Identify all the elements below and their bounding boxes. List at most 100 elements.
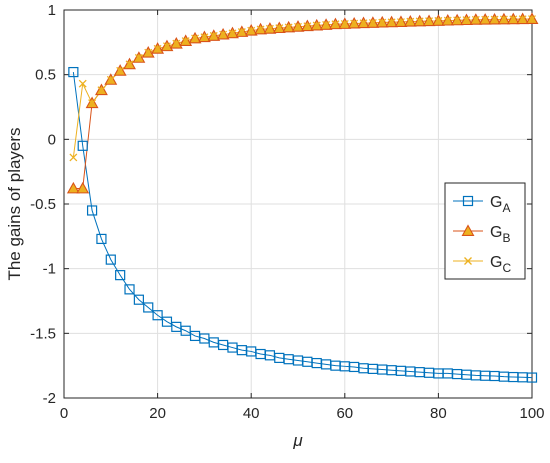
y-tick-label: -2: [43, 390, 56, 407]
data-point: [256, 25, 265, 34]
marker-stroke: [359, 19, 368, 28]
data-point: [133, 294, 144, 305]
data-point: [106, 75, 115, 84]
data-point: [322, 20, 331, 29]
data-point: [509, 15, 518, 24]
marker-stroke: [78, 79, 87, 88]
data-point: [526, 372, 538, 383]
marker-stroke: [378, 18, 387, 27]
marker-stroke: [209, 31, 218, 40]
marker-stroke: [443, 16, 452, 25]
marker-stroke: [471, 15, 480, 24]
x-tick-label: 60: [336, 405, 353, 422]
data-point: [275, 24, 284, 33]
data-point: [86, 205, 98, 216]
data-point: [247, 26, 256, 35]
data-point: [163, 42, 171, 51]
marker-stroke: [415, 17, 424, 26]
legend-item-a: GA: [453, 194, 510, 215]
marker-stroke: [322, 20, 331, 29]
y-tick-label: 1: [48, 2, 56, 19]
data-point: [471, 15, 480, 24]
legend-marker: [462, 195, 474, 207]
data-point: [359, 19, 368, 28]
legend-item-c: GC: [453, 254, 511, 275]
data-point: [78, 79, 87, 88]
marker-stroke: [181, 37, 190, 45]
data-point: [397, 18, 405, 26]
marker-stroke: [331, 20, 340, 29]
data-point: [172, 39, 181, 48]
marker-stroke: [294, 22, 302, 31]
data-point: [265, 24, 274, 33]
x-tick-label: 80: [430, 405, 447, 422]
data-point: [144, 48, 153, 57]
data-point: [180, 325, 191, 336]
marker-stroke: [518, 15, 527, 24]
data-point: [415, 17, 424, 26]
data-point: [528, 15, 536, 24]
data-point: [96, 233, 107, 245]
x-tick-label: 100: [519, 405, 544, 422]
data-point: [340, 20, 349, 28]
marker-stroke: [490, 15, 499, 24]
data-point: [88, 99, 97, 108]
data-point: [406, 17, 415, 26]
marker-stroke: [116, 66, 125, 75]
y-tick-label: -0.5: [30, 196, 56, 213]
legend: GA GB GC: [444, 182, 526, 280]
marker-stroke: [134, 53, 143, 62]
x-axis-label: μ: [292, 431, 303, 450]
marker-stroke: [265, 24, 274, 33]
y-tick-label: 0.5: [35, 67, 56, 84]
data-point: [77, 140, 88, 151]
marker-stroke: [284, 23, 293, 32]
data-point: [462, 16, 471, 25]
marker-stroke: [256, 25, 265, 34]
marker-stroke: [228, 29, 237, 38]
marker-stroke: [464, 257, 472, 265]
data-point: [66, 181, 80, 194]
marker-stroke: [88, 99, 97, 108]
data-point: [69, 153, 78, 162]
marker-stroke: [275, 24, 284, 33]
data-point: [209, 31, 218, 40]
marker-stroke: [453, 16, 462, 25]
data-point: [368, 18, 377, 27]
data-point: [124, 284, 135, 295]
data-point: [312, 21, 321, 30]
x-tick-label: 40: [243, 405, 260, 422]
marker-stroke: [200, 33, 209, 42]
data-point: [294, 22, 302, 31]
data-point: [303, 22, 312, 31]
marker-stroke: [528, 15, 536, 24]
marker-stroke: [125, 60, 134, 69]
data-point: [116, 66, 125, 75]
data-point: [499, 15, 508, 24]
data-point: [228, 29, 237, 38]
data-point: [153, 44, 162, 53]
marker-stroke: [191, 34, 199, 43]
data-point: [105, 254, 116, 265]
markers-c: [69, 15, 536, 162]
marker-stroke: [106, 75, 115, 84]
data-point: [143, 302, 154, 313]
y-tick-label: -1: [43, 261, 56, 278]
data-point: [387, 18, 396, 27]
marker-stroke: [434, 16, 443, 25]
y-tick-label: -1.5: [30, 325, 56, 342]
marker-stroke: [499, 15, 508, 24]
data-point: [134, 53, 143, 62]
marker-stroke: [387, 18, 396, 27]
legend-marker: [464, 257, 472, 265]
data-point: [481, 15, 490, 24]
marker-stroke: [462, 16, 471, 25]
data-point: [152, 310, 163, 321]
marker-stroke: [368, 18, 377, 27]
data-point: [434, 16, 443, 25]
marker-stroke: [144, 48, 153, 57]
x-tick-label: 0: [60, 405, 68, 422]
data-point: [453, 16, 462, 25]
marker-stroke: [340, 20, 349, 28]
